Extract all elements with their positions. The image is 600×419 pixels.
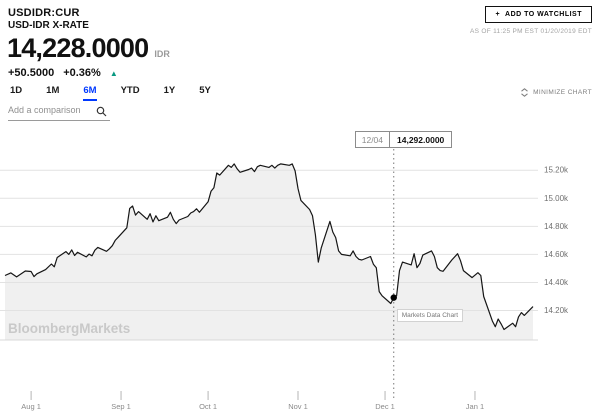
price-area-fill <box>5 163 533 340</box>
tooltip-divider <box>389 132 391 147</box>
add-to-watchlist-button[interactable]: + ADD TO WATCHLIST <box>485 6 592 23</box>
tab-1d[interactable]: 1D <box>10 85 23 96</box>
y-axis-label: 14.80k <box>544 222 569 231</box>
x-axis-label: Aug 1 <box>21 402 41 411</box>
x-axis-label: Jan 1 <box>466 402 484 411</box>
security-name: USD-IDR X-RATE <box>8 20 89 31</box>
minimize-chart-label: MINIMIZE CHART <box>533 89 592 96</box>
x-axis-label: Dec 1 <box>375 402 395 411</box>
tab-ytd[interactable]: YTD <box>120 85 140 96</box>
plus-icon: + <box>495 11 501 18</box>
tab-5y[interactable]: 5Y <box>199 85 211 96</box>
comparison-search <box>8 102 110 121</box>
up-arrow-icon: ▲ <box>109 68 118 78</box>
price-change-row: +50.5000 +0.36% ▲ <box>8 67 118 79</box>
price-line <box>4 163 534 331</box>
tooltip-date: 12/04 <box>361 134 384 145</box>
price-row: 14,228.0000 IDR <box>7 33 170 64</box>
tab-1y[interactable]: 1Y <box>163 85 176 96</box>
chart-annotation: Markets Data Chart <box>396 308 464 322</box>
x-axis-label: Nov 1 <box>288 402 308 411</box>
range-tabs: 1D 1M 6M YTD 1Y 5Y <box>10 85 211 101</box>
x-axis-label: Sep 1 <box>111 402 131 411</box>
y-axis-label: 15.20k <box>544 166 569 175</box>
tab-6m[interactable]: 6M <box>83 85 97 101</box>
tab-1m[interactable]: 1M <box>46 85 60 96</box>
price-currency: IDR <box>154 49 170 59</box>
tooltip-value: 14,292.0000 <box>397 134 445 145</box>
last-price: 14,228.0000 <box>7 33 149 63</box>
price-change: +50.5000 <box>8 67 55 79</box>
minimize-chart-icon <box>521 88 528 97</box>
comparison-input[interactable] <box>8 102 96 120</box>
watchlist-label: ADD TO WATCHLIST <box>505 11 582 18</box>
price-change-pct: +0.36% <box>63 67 101 79</box>
y-axis-label: 14.60k <box>544 250 569 259</box>
marker-dot <box>390 294 397 301</box>
y-axis-label: 14.40k <box>544 278 569 287</box>
x-axis-label: Oct 1 <box>199 402 217 411</box>
y-axis-label: 14.20k <box>544 306 569 315</box>
minimize-chart-button[interactable]: MINIMIZE CHART <box>520 88 592 97</box>
watermark: BloombergMarkets <box>8 321 131 336</box>
crosshair-tooltip: 12/04 14,292.0000 <box>354 131 453 148</box>
search-icon[interactable] <box>96 106 107 117</box>
as-of-timestamp: AS OF 11:25 PM EST 01/20/2019 EDT <box>469 28 592 35</box>
y-axis-label: 15.00k <box>544 194 569 203</box>
ticker-symbol: USDIDR:CUR <box>8 7 80 19</box>
